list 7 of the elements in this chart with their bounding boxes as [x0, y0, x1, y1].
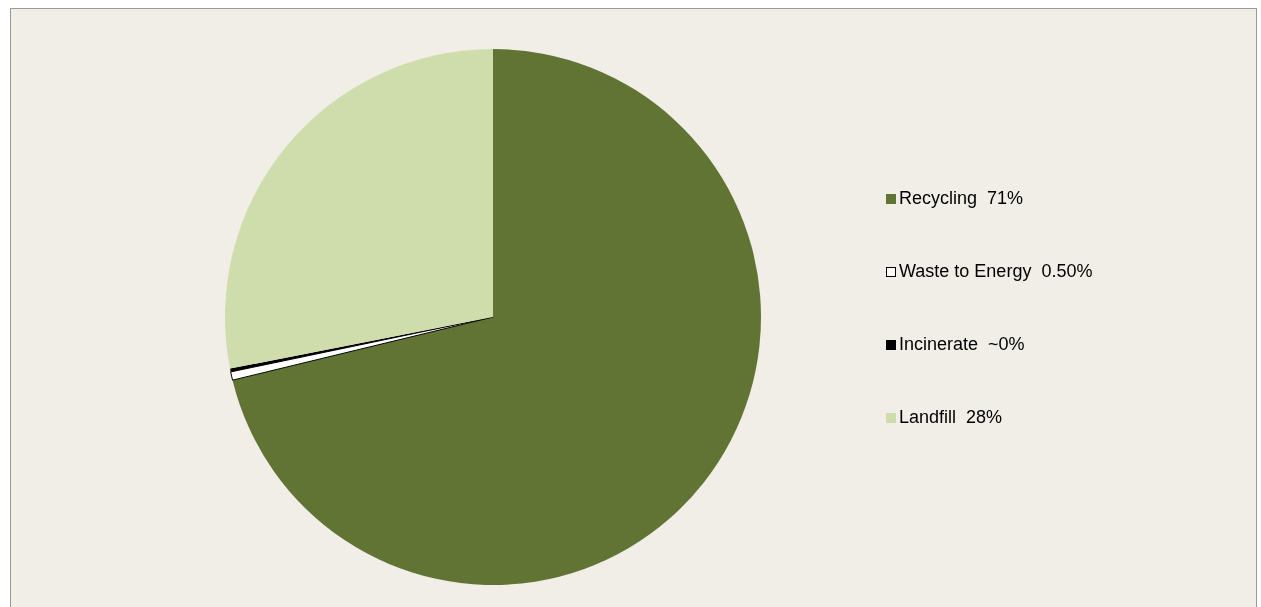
legend-label: Incinerate ~0% [899, 334, 1025, 355]
pie-slice [230, 316, 494, 381]
pie-slice [232, 49, 761, 585]
pie-slice [225, 49, 493, 369]
legend-label: Landfill 28% [899, 407, 1003, 428]
legend-label: Waste to Energy 0.50% [899, 261, 1093, 282]
legend-label: Recycling 71% [899, 188, 1024, 209]
